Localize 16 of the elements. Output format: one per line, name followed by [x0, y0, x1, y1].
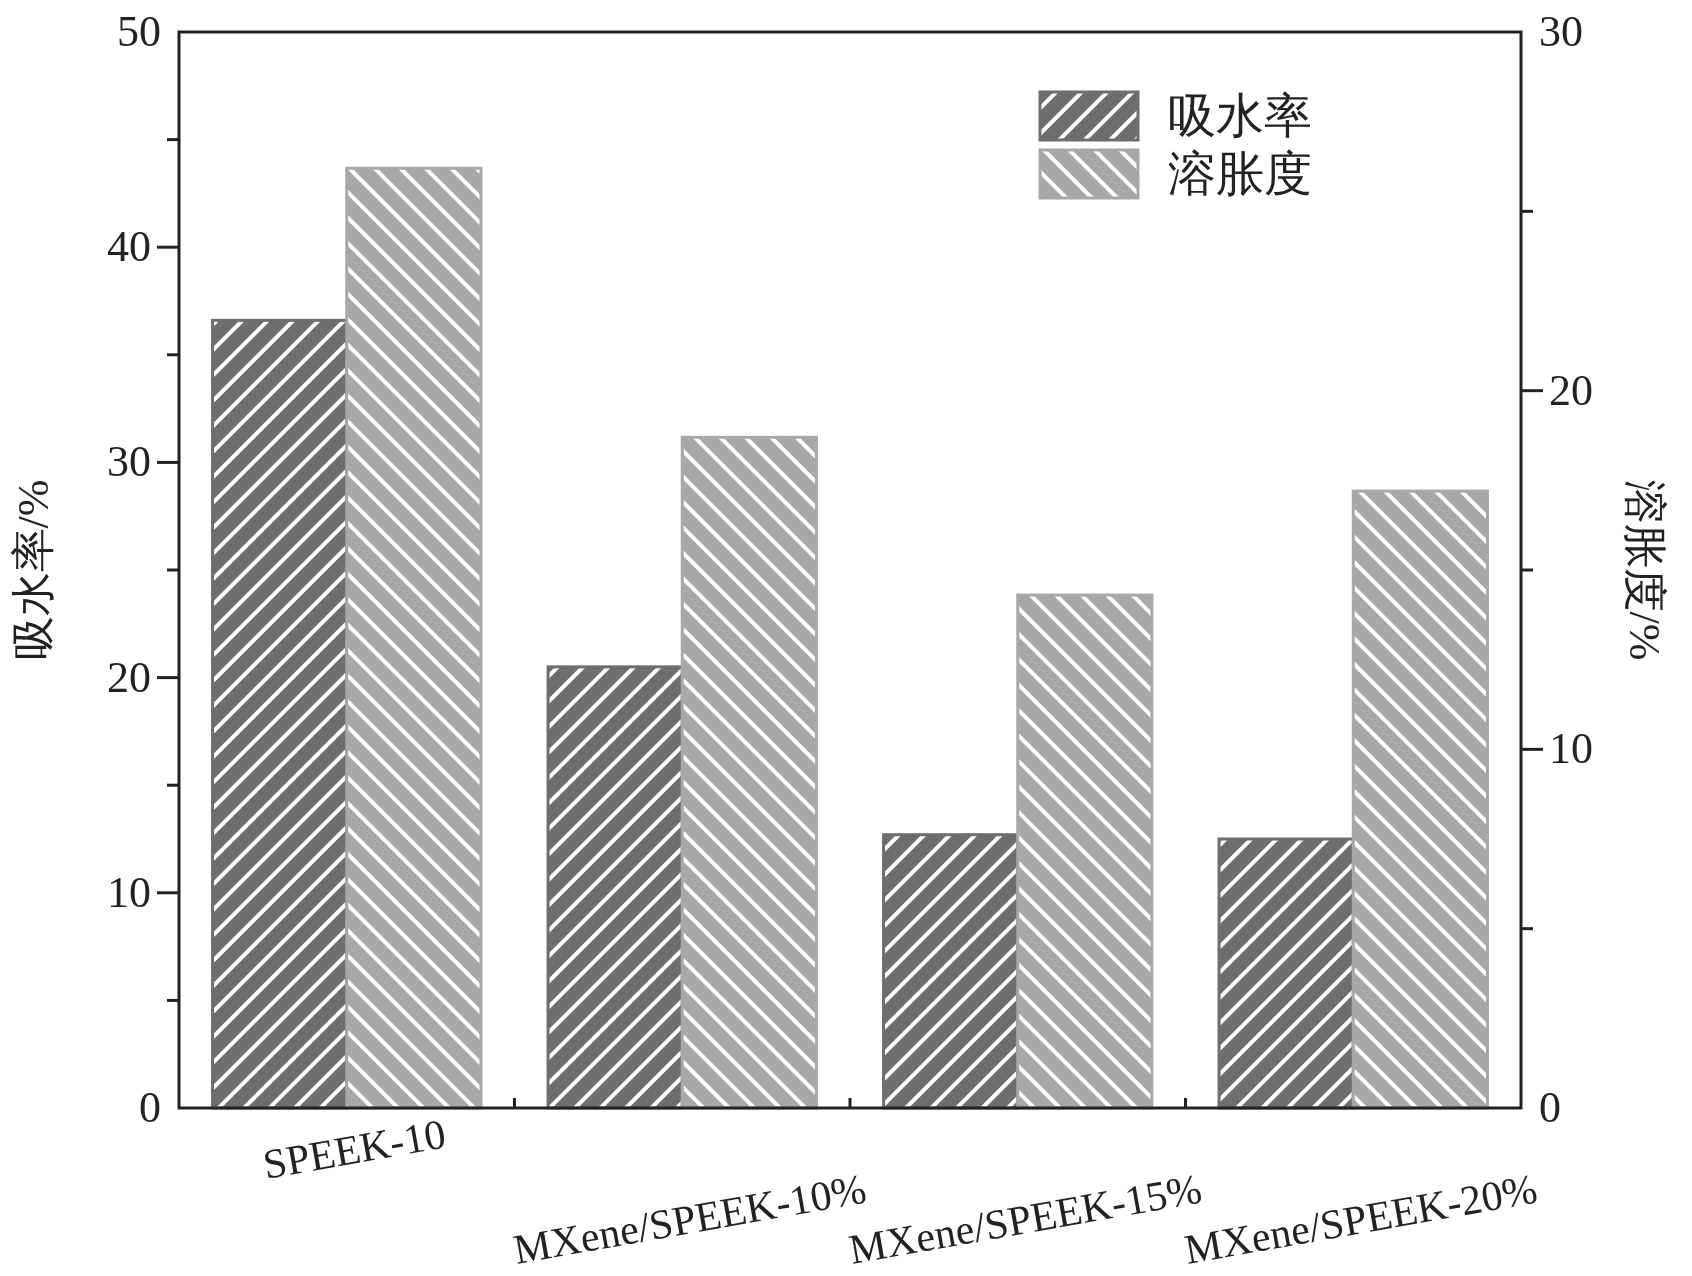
- y-tick-label: 20: [107, 652, 151, 702]
- y-tick-label: 10: [107, 867, 151, 917]
- y2-tick-label: 10: [1549, 724, 1593, 774]
- legend-label: 溶胀度: [1168, 147, 1312, 200]
- y2-tick-label: 0: [1539, 1083, 1561, 1132]
- y-axis-title: 吸水率/%: [9, 479, 58, 661]
- legend-label: 吸水率: [1168, 89, 1312, 142]
- y-tick-label: 40: [107, 222, 151, 272]
- y2-tick-label: 20: [1549, 365, 1593, 415]
- x-tick-label: SPEEK-10: [259, 1110, 450, 1188]
- y-tick-label: 30: [107, 437, 151, 487]
- y-tick-label: 50: [117, 7, 161, 56]
- bar: [1351, 489, 1489, 1110]
- y2-axis-title: 溶胀度/%: [1620, 479, 1669, 661]
- y2-tick-label: 30: [1539, 7, 1583, 56]
- y-tick-label: 0: [139, 1083, 161, 1132]
